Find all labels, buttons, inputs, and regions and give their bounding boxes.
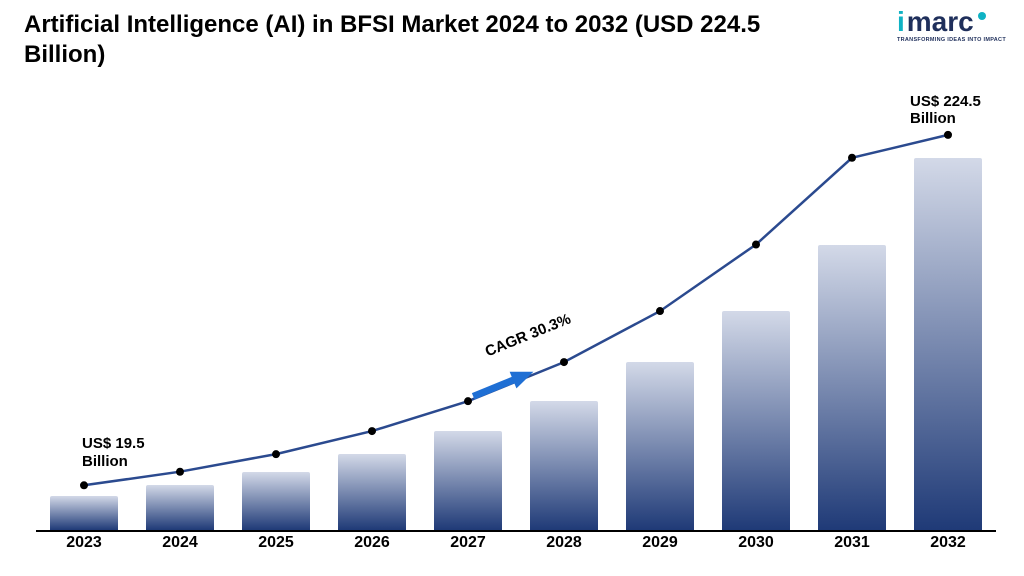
logo-tagline: TRANSFORMING IDEAS INTO IMPACT	[897, 37, 1006, 43]
chart-container: Artificial Intelligence (AI) in BFSI Mar…	[0, 0, 1024, 576]
end-value-label: US$ 224.5 Billion	[910, 93, 981, 128]
logo-letter-i: i	[897, 8, 905, 36]
x-tick-label: 2031	[834, 534, 870, 552]
x-tick-label: 2028	[546, 534, 582, 552]
line-marker	[944, 131, 952, 139]
x-tick-label: 2032	[930, 534, 966, 552]
brand-logo: imarc TRANSFORMING IDEAS INTO IMPACT	[897, 8, 1006, 43]
line-marker	[752, 241, 760, 249]
x-tick-label: 2024	[162, 534, 198, 552]
x-tick-label: 2026	[354, 534, 390, 552]
x-axis-labels: 2023 2024 2025 2026 2027 2028 2029 2030 2031 2032	[36, 534, 996, 564]
line-marker	[560, 358, 568, 366]
end-value-text: US$ 224.5 Billion	[910, 93, 981, 128]
logo-rest: marc	[907, 8, 974, 36]
line-marker	[176, 468, 184, 476]
trend-line	[84, 135, 948, 485]
start-value-label: US$ 19.5 Billion	[82, 435, 145, 470]
chart-title: Artificial Intelligence (AI) in BFSI Mar…	[24, 10, 784, 70]
x-tick-label: 2027	[450, 534, 486, 552]
x-tick-label: 2029	[642, 534, 678, 552]
line-marker	[368, 427, 376, 435]
line-marker	[272, 450, 280, 458]
line-marker	[80, 481, 88, 489]
line-layer	[36, 90, 996, 530]
x-tick-label: 2023	[66, 534, 102, 552]
plot-area: US$ 19.5 Billion US$ 224.5 Billion CAGR …	[36, 90, 996, 532]
line-marker	[848, 154, 856, 162]
logo-dot-icon	[978, 12, 986, 20]
x-tick-label: 2030	[738, 534, 774, 552]
line-marker	[656, 307, 664, 315]
start-value-text: US$ 19.5 Billion	[82, 435, 145, 470]
x-tick-label: 2025	[258, 534, 294, 552]
